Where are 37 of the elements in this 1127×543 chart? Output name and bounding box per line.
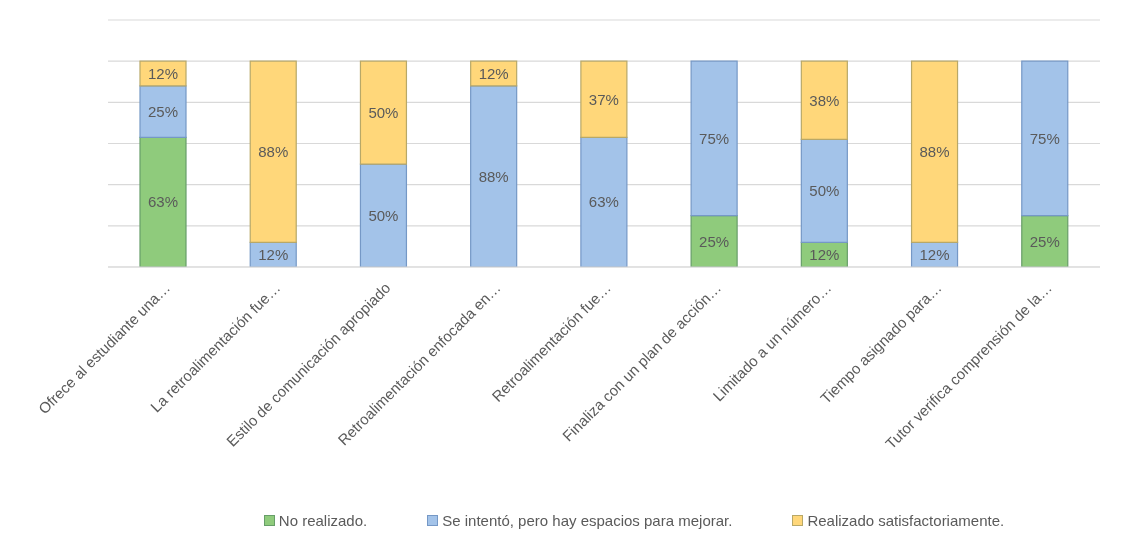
data-label: 63% [147, 193, 179, 211]
bar [580, 136, 628, 267]
legend-label: No realizado. [277, 512, 368, 529]
data-label: 50% [368, 206, 399, 224]
data-label: 88% [258, 143, 289, 161]
data-label: 75% [699, 129, 730, 147]
bar [690, 214, 738, 267]
data-label: 88% [478, 167, 509, 185]
bar [470, 85, 518, 267]
data-label: 12% [809, 245, 840, 263]
bar [1021, 60, 1069, 217]
data-label: 75% [1029, 129, 1060, 147]
bar [800, 138, 848, 243]
bar [359, 60, 408, 165]
bar [139, 136, 187, 267]
data-label: 37% [588, 90, 619, 108]
bar [249, 60, 297, 243]
data-label: 12% [258, 245, 289, 263]
legend-label: Realizado satisfactoriamente. [806, 512, 1005, 529]
data-label: 63% [588, 193, 619, 211]
data-label: 25% [699, 232, 730, 250]
bar [359, 163, 408, 267]
bar [800, 60, 848, 140]
bar [139, 85, 187, 138]
data-label: 38% [809, 91, 840, 109]
bar [910, 60, 959, 243]
legend-label: Se intentó, pero hay espacios para mejorar. [441, 512, 733, 529]
data-label: 12% [919, 245, 950, 263]
bar [580, 60, 628, 138]
data-label: 12% [147, 64, 179, 82]
data-label: 50% [368, 103, 399, 121]
data-label: 25% [1029, 232, 1060, 250]
data-label: 12% [478, 64, 509, 82]
data-label: 25% [147, 102, 179, 120]
bar [690, 60, 738, 217]
data-label: 50% [809, 182, 840, 200]
data-label: 88% [919, 143, 950, 161]
